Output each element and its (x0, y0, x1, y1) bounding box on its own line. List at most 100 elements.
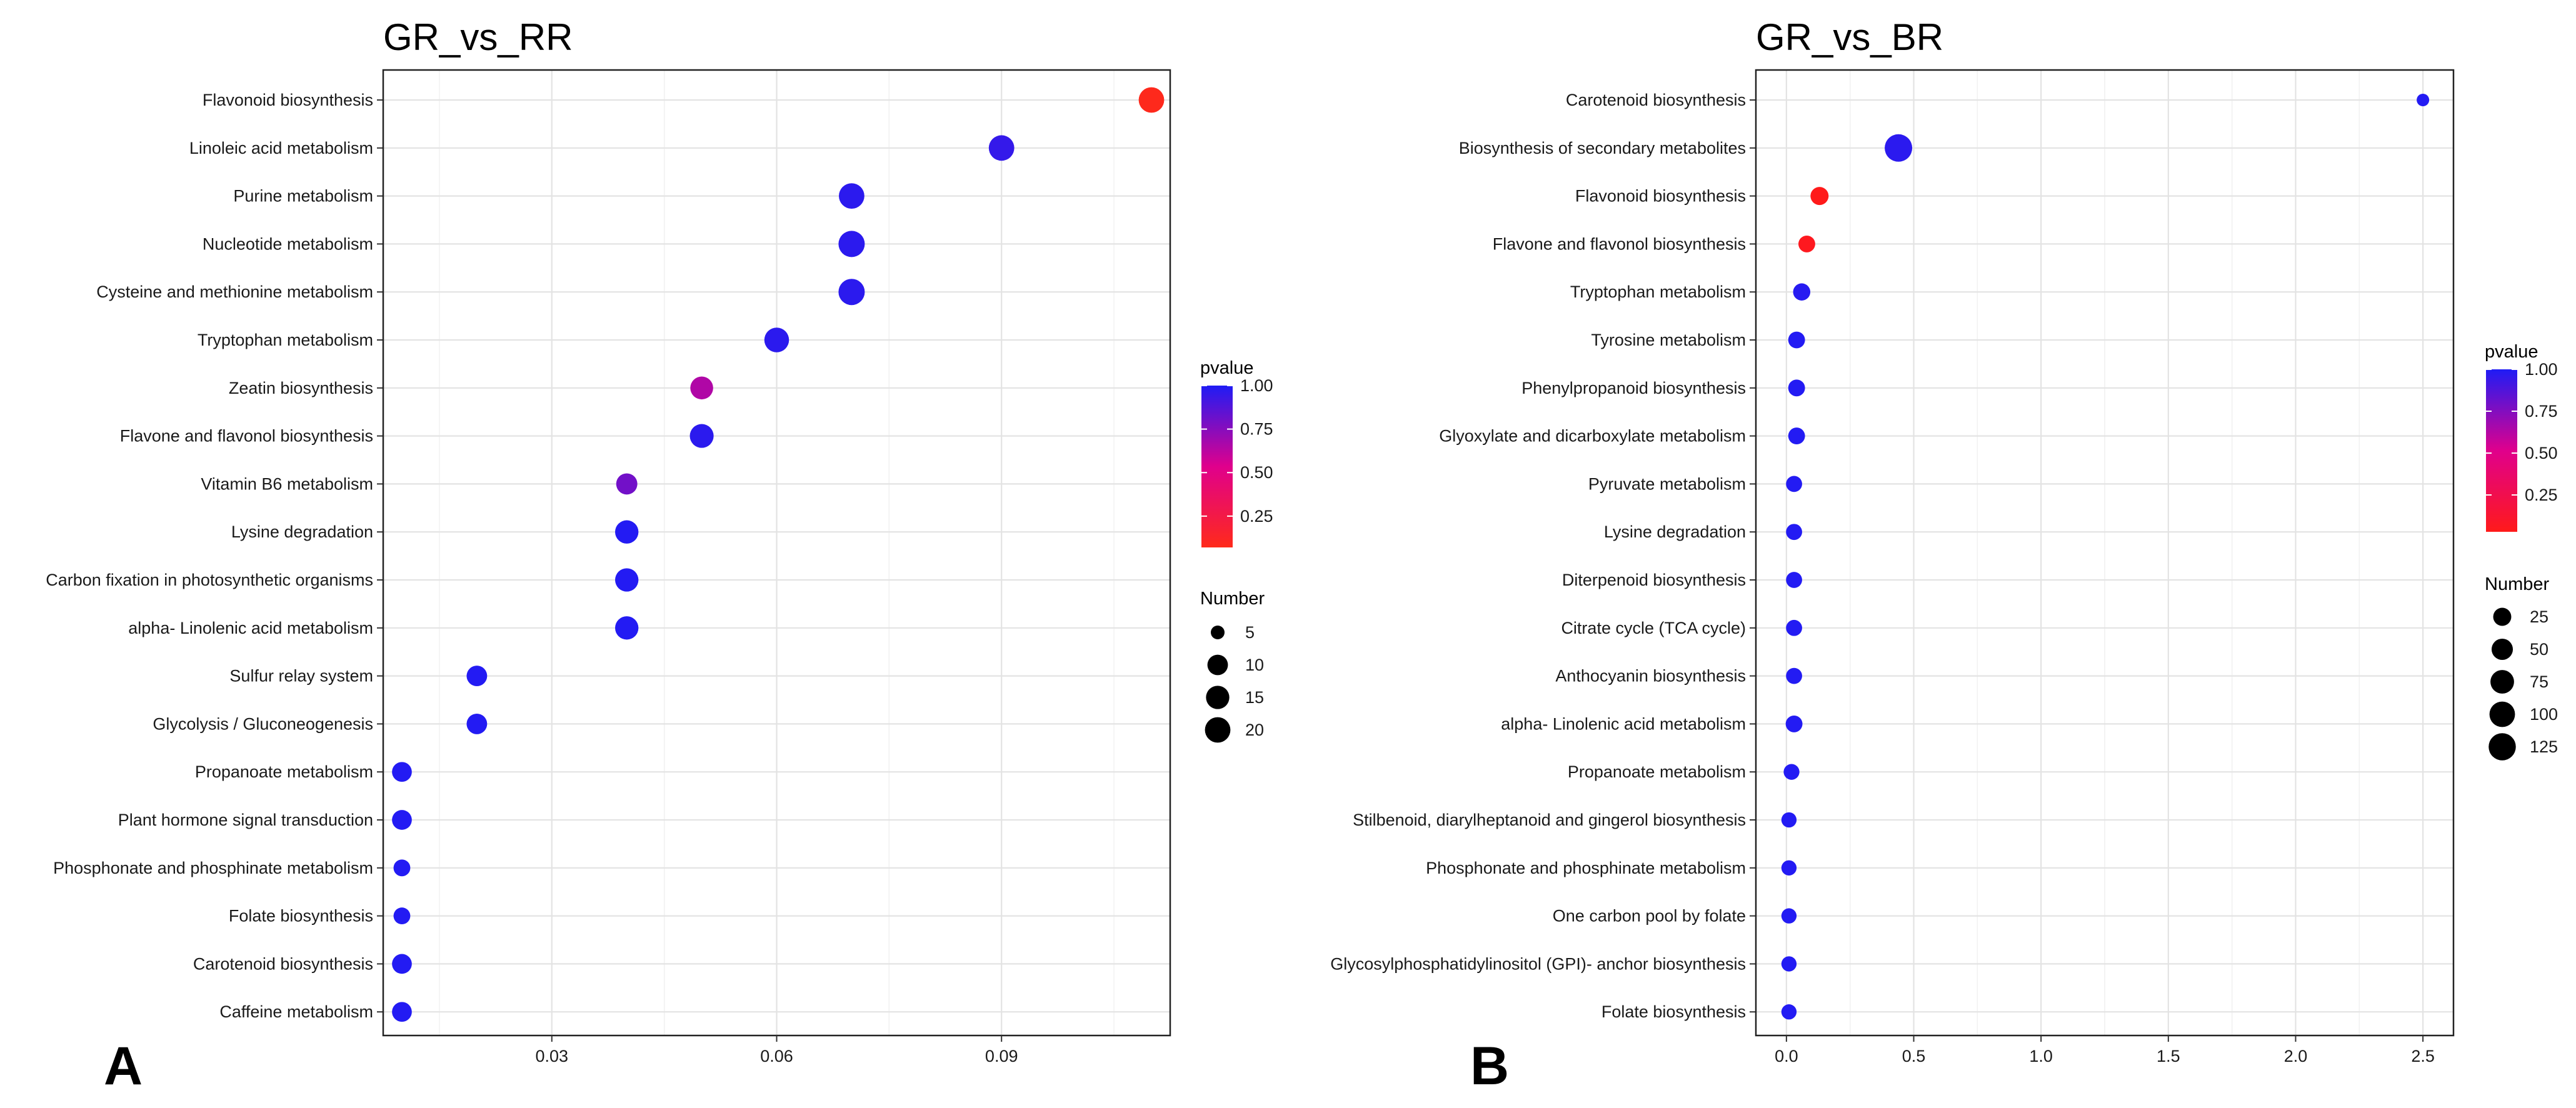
data-point (616, 473, 638, 495)
size-legend-dot (2493, 607, 2512, 626)
size-legend-dot (1211, 626, 1225, 639)
panel-b-category-labels: Carotenoid biosynthesis Biosynthesis of s… (1330, 91, 1756, 1021)
panel-a-category-labels: Flavonoid biosynthesis Linoleic acid meta… (46, 91, 383, 1021)
data-point (392, 1002, 412, 1022)
size-legend-label: 100 (2530, 705, 2558, 724)
size-legend-dot (2490, 670, 2514, 694)
data-point (1798, 235, 1815, 252)
size-legend-label: 15 (1245, 688, 1264, 707)
category-label: Plant hormone signal transduction (118, 811, 373, 829)
panel-a-pvalue-legend-title: pvalue (1200, 358, 1253, 378)
panel-b-points (1781, 94, 2430, 1020)
data-point (1781, 812, 1797, 828)
colorbar-tick-label: 0.25 (2525, 486, 2558, 504)
size-legend-dot (2489, 701, 2515, 727)
colorbar-tick-label: 0.25 (1240, 507, 1273, 526)
category-label: Lysine degradation (1604, 522, 1746, 541)
data-point (615, 616, 639, 640)
data-point (1783, 764, 1800, 780)
data-point (1781, 1004, 1797, 1020)
data-point (393, 859, 411, 877)
data-point (764, 327, 789, 352)
category-label: Linoleic acid metabolism (189, 139, 373, 157)
category-label: Carotenoid biosynthesis (1566, 91, 1746, 109)
x-tick-label: 0.06 (760, 1047, 793, 1066)
category-label: Folate biosynthesis (1601, 1002, 1746, 1021)
panel-b-number-legend-title: Number (2485, 574, 2549, 594)
category-label: Propanoate metabolism (1568, 762, 1746, 781)
panel-b-plot-border (1755, 69, 2455, 1037)
data-point (1781, 956, 1797, 972)
colorbar-tick-label: 1.00 (1240, 376, 1273, 395)
data-point (690, 376, 713, 400)
colorbar-tick-label: 0.75 (2525, 402, 2558, 421)
panel-b-label: B (1470, 1036, 1509, 1096)
size-legend-dot (1207, 654, 1228, 676)
size-legend-label: 10 (1245, 656, 1264, 674)
panel-a-x-axis: 0.03 0.06 0.09 (536, 1036, 1018, 1066)
data-point (1786, 572, 1802, 588)
x-tick-label: 1.0 (2029, 1047, 2053, 1066)
panel-b-pvalue-colorbar: 1.00 0.75 0.50 0.25 (2486, 360, 2558, 532)
category-label: Sulfur relay system (229, 667, 373, 686)
x-tick-label: 2.0 (2284, 1047, 2308, 1066)
data-point (1785, 715, 1803, 732)
colorbar-tick-label: 0.50 (2525, 444, 2558, 462)
panel-b-grid (1756, 70, 2453, 1036)
category-label: Glycolysis / Gluconeogenesis (153, 714, 373, 733)
data-point (1885, 134, 1913, 162)
data-point (466, 666, 488, 687)
data-point (1788, 331, 1805, 349)
x-tick-label: 1.5 (2157, 1047, 2180, 1066)
panel-a-number-legend-title: Number (1200, 589, 1265, 609)
data-point (615, 520, 639, 544)
panel-b-chart: GR_vs_BR Carotenoid biosynthesis Biosynth… (1330, 16, 2455, 1096)
data-point (1793, 283, 1811, 301)
x-tick-label: 0.0 (1775, 1047, 1798, 1066)
category-label: Tyrosine metabolism (1591, 331, 1746, 349)
data-point (392, 810, 412, 830)
category-label: Tryptophan metabolism (198, 331, 373, 349)
data-point (466, 713, 488, 734)
data-point (1781, 908, 1797, 924)
category-label: Citrate cycle (TCA cycle) (1561, 619, 1746, 637)
data-point (838, 231, 865, 257)
category-label: Purine metabolism (233, 187, 373, 206)
category-label: Tryptophan metabolism (1570, 282, 1746, 301)
data-point (689, 424, 714, 448)
size-legend-label: 5 (1245, 623, 1255, 642)
size-legend-label: 25 (2530, 607, 2548, 626)
category-label: Propanoate metabolism (195, 762, 373, 781)
data-point (2417, 94, 2430, 106)
category-label: alpha- Linolenic acid metabolism (1501, 714, 1746, 733)
data-point (1781, 860, 1797, 876)
x-tick-label: 0.5 (1902, 1047, 1926, 1066)
category-label: Flavonoid biosynthesis (1575, 187, 1746, 206)
data-point (1786, 619, 1802, 636)
category-label: Carbon fixation in photosynthetic organi… (46, 571, 373, 589)
x-tick-label: 2.5 (2411, 1047, 2435, 1066)
category-label: Glyoxylate and dicarboxylate metabolism (1439, 427, 1746, 446)
data-point (393, 907, 411, 925)
category-label: Nucleotide metabolism (203, 234, 373, 253)
category-label: Phosphonate and phosphinate metabolism (1426, 859, 1746, 877)
data-point (615, 568, 639, 592)
size-legend-dot (2488, 733, 2516, 761)
panel-b-pvalue-legend-title: pvalue (2485, 342, 2538, 362)
category-label: Vitamin B6 metabolism (201, 474, 373, 493)
size-legend-label: 125 (2530, 737, 2558, 756)
size-legend-label: 50 (2530, 640, 2548, 659)
colorbar-tick-label: 0.50 (1240, 463, 1273, 482)
category-label: Flavonoid biosynthesis (203, 91, 373, 109)
category-label: Stilbenoid, diarylheptanoid and gingerol… (1353, 811, 1746, 829)
panel-b-number-legend: 25 50 75 100 125 (2488, 607, 2558, 761)
size-legend-dot (1205, 717, 1231, 743)
data-point (839, 183, 865, 209)
panel-b-title: GR_vs_BR (1756, 16, 1943, 58)
category-label: Diterpenoid biosynthesis (1562, 571, 1746, 589)
category-label: Folate biosynthesis (229, 907, 373, 926)
category-label: Lysine degradation (231, 522, 373, 541)
data-point (1788, 427, 1805, 445)
data-point (1138, 87, 1165, 113)
size-legend-dot (2491, 638, 2513, 661)
